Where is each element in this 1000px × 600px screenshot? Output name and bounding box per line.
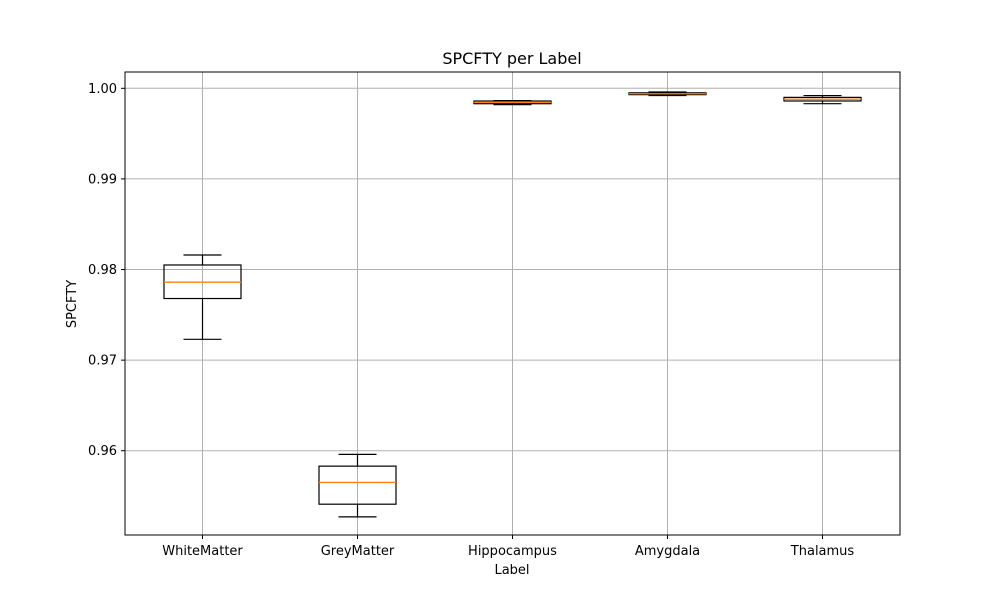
x-tick-label: Hippocampus <box>468 544 557 559</box>
box-thalamus <box>783 94 862 105</box>
box-amygdala <box>628 91 707 97</box>
chart-title: SPCFTY per Label <box>442 49 581 68</box>
tick-layer: 0.96 0.97 0.98 0.99 1.00 WhiteMatter GreyMatte… <box>88 82 854 559</box>
y-tick-label: 0.98 <box>88 263 117 278</box>
x-axis-label: Label <box>494 563 529 578</box>
box-whitematter <box>163 254 242 340</box>
box-hippocampus <box>473 99 552 106</box>
x-tick-label: GreyMatter <box>321 544 395 559</box>
x-tick-label: Thalamus <box>790 544 855 559</box>
box-greymatter <box>318 453 397 518</box>
x-tick-label: Amygdala <box>635 544 700 559</box>
y-tick-label: 1.00 <box>88 82 117 97</box>
x-tick-label: WhiteMatter <box>162 544 243 559</box>
box-layer <box>163 91 862 518</box>
y-axis-label: SPCFTY <box>65 280 80 328</box>
y-tick-label: 0.96 <box>88 444 117 459</box>
iqr-box <box>318 465 397 505</box>
grid-layer <box>125 72 900 535</box>
y-tick-label: 0.99 <box>88 172 117 187</box>
y-tick-label: 0.97 <box>88 354 117 369</box>
